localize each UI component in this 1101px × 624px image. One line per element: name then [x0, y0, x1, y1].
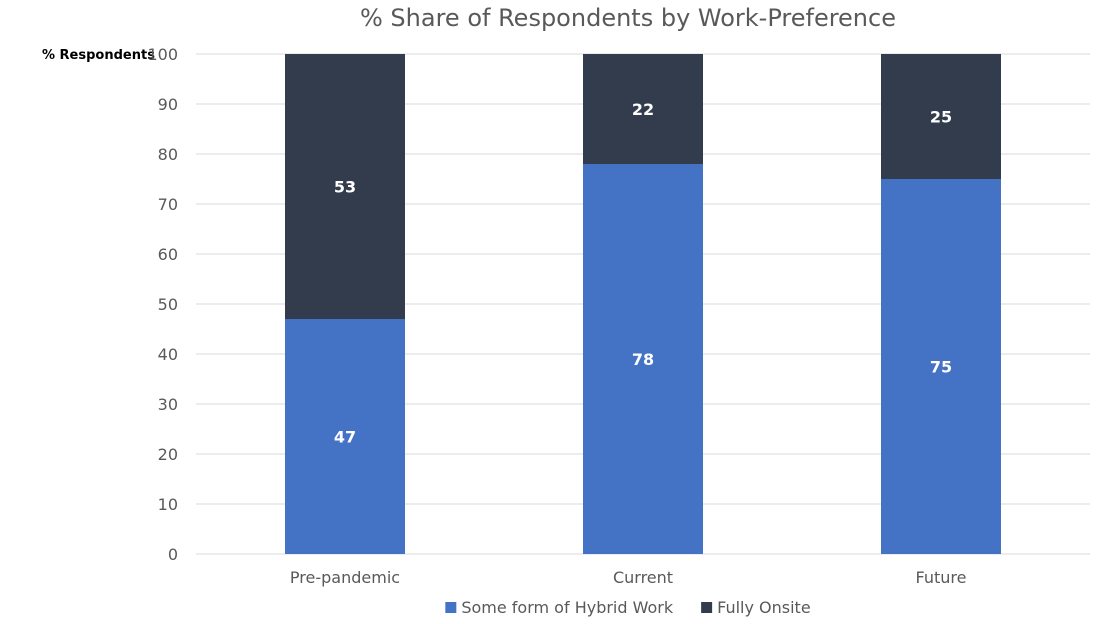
bar-segment [583, 54, 703, 164]
x-axis-ticks: Pre-pandemic Current Future [290, 568, 967, 587]
x-tick-label: Current [613, 568, 673, 587]
x-tick-label: Pre-pandemic [290, 568, 400, 587]
bar-segment [285, 319, 405, 554]
data-label: 22 [632, 100, 654, 119]
legend-label: Fully Onsite [717, 598, 811, 617]
bar-segment [583, 164, 703, 554]
y-tick-label: 70 [158, 195, 178, 214]
chart-title: % Share of Respondents by Work-Preferenc… [360, 4, 896, 32]
y-tick-label: 0 [168, 545, 178, 564]
legend-label: Some form of Hybrid Work [461, 598, 674, 617]
y-axis-ticks: 0 10 20 30 40 50 60 70 80 90 100 [147, 45, 178, 564]
y-tick-label: 80 [158, 145, 178, 164]
y-tick-label: 100 [147, 45, 178, 64]
data-label: 25 [930, 108, 952, 127]
y-tick-label: 90 [158, 95, 178, 114]
legend-item: Fully Onsite [701, 598, 811, 617]
y-tick-label: 30 [158, 395, 178, 414]
legend-item: Some form of Hybrid Work [445, 598, 674, 617]
bars [285, 54, 1001, 554]
bar-segment [285, 54, 405, 319]
data-label: 53 [334, 178, 356, 197]
data-label: 75 [930, 358, 952, 377]
data-label: 78 [632, 350, 654, 369]
data-label: 47 [334, 428, 356, 447]
bar-segment [881, 179, 1001, 554]
x-tick-label: Future [916, 568, 967, 587]
legend-swatch [445, 602, 457, 613]
legend-swatch [701, 602, 713, 613]
bar-segment [881, 54, 1001, 179]
y-tick-label: 50 [158, 295, 178, 314]
legend: Some form of Hybrid Work Fully Onsite [445, 598, 811, 617]
y-tick-label: 40 [158, 345, 178, 364]
y-tick-label: 20 [158, 445, 178, 464]
y-axis-label: % Respondents [42, 48, 155, 63]
y-tick-label: 60 [158, 245, 178, 264]
data-labels: 47 53 78 22 75 25 [334, 100, 952, 447]
y-tick-label: 10 [158, 495, 178, 514]
